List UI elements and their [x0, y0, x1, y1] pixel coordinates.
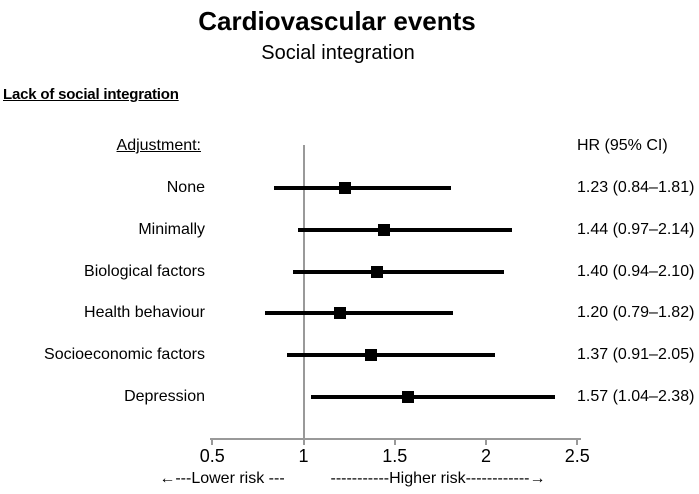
- ci-whisker: [310, 394, 556, 399]
- forest-row-label: None: [166, 179, 205, 196]
- forest-row-label: Biological factors: [84, 262, 205, 280]
- hr-point-marker: [339, 182, 352, 194]
- x-tick: [485, 438, 487, 445]
- chart-subtitle: Social integration: [261, 42, 415, 64]
- x-tick: [211, 438, 214, 445]
- hr-column-header: HR (95% CI): [577, 137, 668, 154]
- x-tick: [302, 438, 305, 445]
- ci-whisker: [265, 311, 454, 316]
- lower-risk-axis-annotation: ←---Lower risk ---: [159, 470, 285, 487]
- x-tick-label: 2: [480, 446, 492, 466]
- adjustment-column-header: Adjustment:: [116, 137, 201, 154]
- hr-value-label: 1.37 (0.91–2.05): [577, 346, 695, 363]
- hr-point-marker: [334, 307, 346, 320]
- hr-value-label: 1.40 (0.94–2.10): [577, 262, 695, 280]
- ci-whisker: [274, 186, 452, 190]
- hr-value-label: 1.44 (0.97–2.14): [577, 220, 695, 238]
- x-tick-label: 2.5: [564, 446, 590, 466]
- hr-point-marker: [370, 265, 383, 278]
- ci-whisker: [292, 269, 505, 274]
- ci-whisker: [287, 353, 496, 357]
- x-tick: [576, 438, 579, 445]
- forest-row-label: Health behaviour: [84, 304, 205, 322]
- x-tick-label: 1.5: [382, 446, 408, 466]
- forest-row-label: Minimally: [138, 220, 205, 238]
- higher-risk-axis-annotation: -----------Higher risk------------→: [330, 470, 546, 487]
- hr-value-label: 1.20 (0.79–1.82): [577, 304, 695, 322]
- hr-value-label: 1.57 (1.04–2.38): [577, 387, 695, 405]
- hr-point-marker: [377, 223, 390, 236]
- reference-line: [302, 145, 305, 440]
- section-heading: Lack of social integration: [3, 86, 179, 103]
- forest-row-label: Socioeconomic factors: [44, 346, 205, 363]
- hr-point-marker: [365, 349, 378, 361]
- chart-title: Cardiovascular events: [198, 6, 476, 36]
- x-tick-label: 0.5: [199, 446, 225, 466]
- x-tick-label: 1: [298, 446, 309, 466]
- hr-point-marker: [401, 390, 414, 403]
- forest-row-label: Depression: [124, 387, 205, 405]
- hr-value-label: 1.23 (0.84–1.81): [577, 179, 695, 196]
- ci-whisker: [298, 227, 512, 232]
- x-tick: [393, 438, 396, 445]
